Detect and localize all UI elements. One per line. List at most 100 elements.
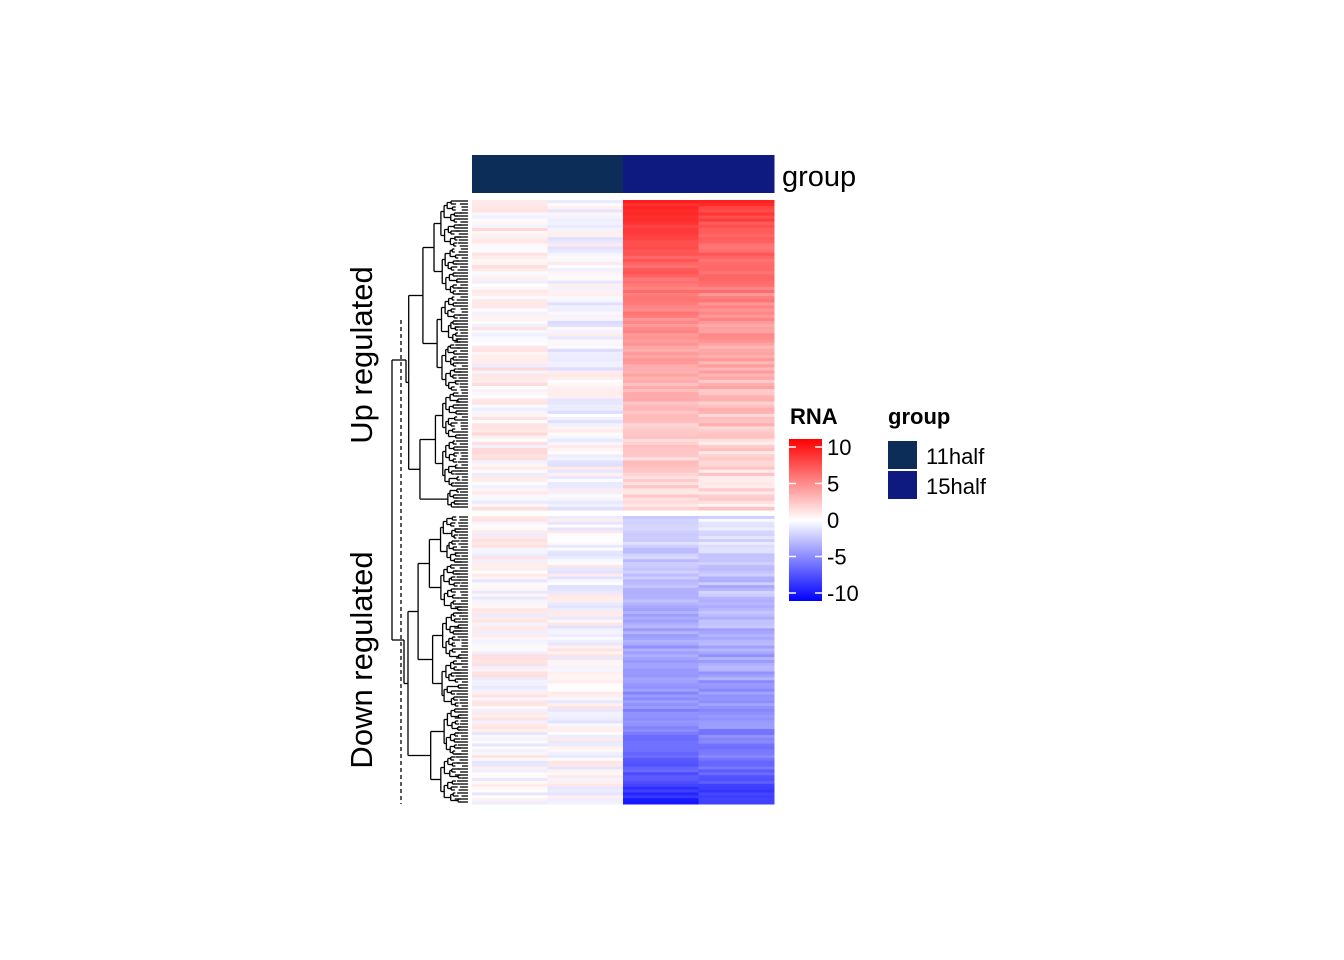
heatmap-cell [472, 567, 548, 572]
heatmap-cell [472, 224, 548, 229]
heatmap-cell [698, 783, 775, 788]
heatmap-cell [472, 358, 548, 362]
heatmap-cell [623, 302, 699, 306]
heatmap-cell [698, 311, 775, 316]
heatmap-cell [472, 665, 548, 670]
heatmap-cell [623, 732, 699, 736]
heatmap-cell [698, 296, 775, 300]
heatmap-cell [472, 579, 548, 583]
heatmap-cell [698, 466, 775, 471]
heatmap-cell [547, 651, 624, 655]
group-legend: group 11half 15half [888, 404, 987, 499]
heatmap-cell [623, 680, 699, 684]
slice-label-1: Up regulated [344, 266, 379, 444]
heatmap-cell [472, 485, 548, 489]
heatmap-cell [547, 379, 624, 384]
heatmap-cell [698, 547, 775, 552]
heatmap-cell [623, 611, 699, 615]
slice-label-2: Down regulated [344, 551, 379, 768]
heatmap-cell [698, 494, 775, 499]
heatmap-cell [472, 714, 548, 719]
heatmap-cell [698, 533, 775, 537]
heatmap-cell [472, 249, 548, 254]
heatmap-cell [547, 648, 624, 652]
heatmap-cell [472, 423, 548, 427]
heatmap-cell [698, 277, 775, 282]
heatmap-cell [623, 218, 699, 223]
heatmap-cell [698, 562, 775, 566]
heatmap-cell [472, 314, 548, 319]
heatmap-cell [547, 348, 624, 353]
heatmap-cell [547, 355, 624, 359]
heatmap-cell [623, 778, 699, 782]
heatmap-cell [698, 404, 775, 409]
heatmap-cell [472, 351, 548, 356]
heatmap-cell [623, 645, 699, 649]
heatmap-cell [472, 780, 548, 785]
heatmap-cell [547, 296, 624, 300]
heatmap-cell [472, 271, 548, 275]
heatmap-cell [623, 494, 699, 499]
heatmap-cell [547, 593, 624, 598]
heatmap-cell [472, 444, 548, 449]
heatmap-cell [623, 432, 699, 437]
heatmap-cell [472, 596, 548, 601]
heatmap-cell [547, 564, 624, 569]
heatmap-cell [547, 271, 624, 275]
heatmap-cell [623, 231, 699, 235]
heatmap-cell [623, 544, 699, 549]
heatmap-cell [698, 274, 775, 278]
heatmap-cell [547, 206, 624, 210]
heatmap-cell [698, 209, 775, 213]
heatmap-cell [472, 398, 548, 402]
heatmap-cell [547, 783, 624, 788]
heatmap-cell [623, 373, 699, 378]
heatmap-cell [698, 330, 775, 334]
heatmap-cell [472, 564, 548, 569]
heatmap-cell [547, 234, 624, 238]
heatmap-cell [547, 789, 624, 793]
heatmap-cell [547, 524, 624, 529]
heatmap-cell [623, 497, 699, 502]
heatmap-cell [547, 358, 624, 362]
heatmap-cell [623, 429, 699, 433]
heatmap-cell [547, 488, 624, 492]
heatmap-cell [698, 460, 775, 464]
heatmap-cell [623, 364, 699, 368]
heatmap-cell [623, 358, 699, 362]
heatmap-cell [472, 608, 548, 612]
heatmap-cell [623, 203, 699, 207]
heatmap-cell [623, 619, 699, 624]
heatmap-cell [623, 224, 699, 229]
heatmap-cell [698, 772, 775, 776]
heatmap-cell [698, 757, 775, 762]
heatmap-cell [472, 573, 548, 577]
heatmap-cell [623, 240, 699, 244]
heatmap-cell [472, 342, 548, 347]
heatmap-cell [547, 274, 624, 278]
heatmap-cell [623, 255, 699, 260]
heatmap-cell [623, 763, 699, 768]
heatmap-cell [623, 567, 699, 572]
heatmap-cell [698, 224, 775, 229]
heatmap-cell [698, 674, 775, 678]
heatmap-cell [472, 593, 548, 598]
heatmap-cell [472, 688, 548, 693]
heatmap-cell [472, 576, 548, 580]
heatmap-cell [623, 398, 699, 402]
heatmap-cell [623, 588, 699, 592]
heatmap-cell [623, 792, 699, 796]
heatmap-cell [623, 404, 699, 409]
heatmap-cell [547, 345, 624, 350]
heatmap-cell [472, 763, 548, 768]
heatmap-cell [547, 293, 624, 297]
heatmap-cell [547, 500, 624, 505]
heatmap-cell [472, 289, 548, 294]
heatmap-cell [547, 613, 624, 618]
heatmap-cell [698, 651, 775, 655]
heatmap-cell [547, 417, 624, 421]
heatmap-cell [623, 206, 699, 210]
heatmap-cell [547, 429, 624, 433]
heatmap-cell [698, 567, 775, 572]
heatmap-cell [472, 541, 548, 546]
